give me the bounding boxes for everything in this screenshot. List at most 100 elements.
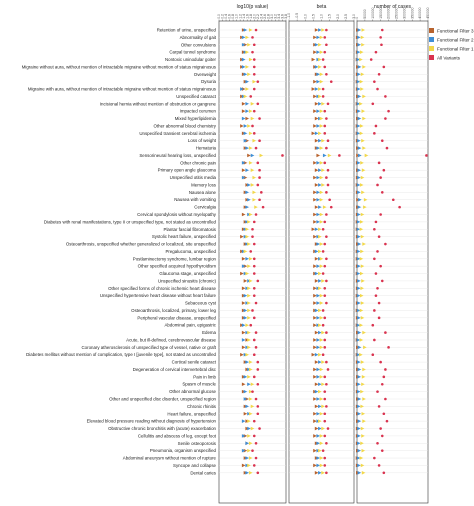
point-all-variants [323,264,327,268]
point-all-variants [251,235,254,238]
point-all-variants [256,279,260,283]
point-all-variants [387,346,390,349]
tick-label: 50000 [363,9,367,19]
point-all-variants [260,191,263,194]
phenotype-label: Elevated blood pressure reading without … [87,419,217,424]
point-functional-filter-2 [241,57,246,62]
point-functional-filter-3 [313,109,317,113]
point-functional-filter-1 [318,42,322,47]
point-functional-filter-2 [314,271,319,276]
point-functional-filter-2 [243,293,248,298]
point-all-variants [325,331,328,334]
point-functional-filter-2 [250,153,255,158]
point-functional-filter-1 [362,367,366,372]
point-functional-filter-3 [311,131,316,136]
point-functional-filter-1 [319,441,324,446]
tick-label: 100000 [371,7,375,18]
point-all-variants [252,316,256,320]
point-all-variants [374,272,378,275]
point-functional-filter-1 [319,116,324,121]
phenotype-label: Cervical spondylosis without myelopathy [137,212,217,217]
point-functional-filter-1 [359,79,364,84]
point-functional-filter-1 [360,463,365,468]
point-functional-filter-2 [356,271,361,276]
point-functional-filter-2 [318,404,322,409]
point-all-variants [380,191,384,194]
point-all-variants [325,117,328,120]
point-functional-filter-3 [313,94,317,99]
point-functional-filter-3 [241,102,246,106]
point-functional-filter-2 [241,448,246,453]
point-all-variants [323,161,327,165]
point-functional-filter-1 [248,57,253,62]
point-all-variants [252,109,256,113]
point-all-variants [252,419,256,423]
point-functional-filter-2 [356,249,361,254]
point-functional-filter-2 [318,279,322,283]
point-functional-filter-3 [313,220,317,224]
point-functional-filter-2 [316,456,321,460]
point-functional-filter-1 [247,419,251,423]
point-functional-filter-3 [313,345,317,350]
point-functional-filter-2 [356,131,361,136]
tick-label: 1.0 [235,14,239,19]
point-functional-filter-2 [247,183,251,187]
phenotype-label: Unspecified sinusitis (chronic) [158,278,217,283]
point-functional-filter-1 [318,65,322,69]
tick-label: 1.8 [249,14,253,19]
point-functional-filter-1 [319,338,324,342]
point-functional-filter-3 [240,124,244,128]
tick-label: 3.2 [274,14,278,19]
point-all-variants [379,360,382,364]
point-all-variants [323,287,327,290]
point-functional-filter-2 [243,397,248,401]
point-all-variants [254,28,258,32]
point-functional-filter-2 [314,352,319,357]
point-functional-filter-2 [314,42,319,47]
point-functional-filter-1 [359,50,364,54]
point-functional-filter-1 [247,338,251,342]
point-all-variants [326,368,330,371]
point-all-variants [321,309,325,312]
point-functional-filter-1 [321,102,325,106]
point-functional-filter-2 [357,382,361,387]
point-all-variants [380,139,384,142]
point-functional-filter-2 [357,234,361,239]
point-all-variants [252,375,256,379]
point-all-variants [251,124,254,128]
point-all-variants [323,294,327,297]
point-all-variants [249,323,253,327]
point-functional-filter-3 [314,330,319,335]
point-functional-filter-1 [250,404,255,409]
phenotype-label: Syncope and collapse [173,463,217,468]
phenotype-label: Degeneration of cervical intervertebral … [133,367,217,372]
point-all-variants [325,213,328,216]
point-all-variants [323,124,327,128]
point-functional-filter-2 [245,168,250,173]
phenotype-label: Acute, but ill-defined, cerebrovascular … [126,337,216,342]
point-all-variants [323,50,327,54]
phenotype-label: Pneumonia, organism unspecified [150,448,217,453]
point-functional-filter-1 [359,456,364,460]
point-functional-filter-1 [318,323,322,327]
point-functional-filter-1 [319,434,324,438]
point-all-variants [323,419,327,423]
point-all-variants [258,168,261,172]
point-all-variants [425,154,428,157]
point-functional-filter-2 [357,264,361,268]
phenotype-label: Migraine with aura, without mention of i… [28,87,217,92]
tick-label: 1.5 [328,14,332,19]
point-functional-filter-1 [318,419,322,423]
point-functional-filter-1 [361,434,365,438]
point-functional-filter-3 [241,109,246,113]
phenotype-label: Pregalucoma, unspecified [165,249,216,254]
phenotype-label: Retention of urine, unspecified [157,28,217,33]
point-functional-filter-3 [313,434,317,438]
point-functional-filter-2 [357,109,361,113]
point-functional-filter-2 [316,434,321,438]
legend-swatch [429,37,434,42]
point-functional-filter-2 [316,463,321,468]
point-functional-filter-2 [357,434,361,438]
point-functional-filter-1 [252,190,257,195]
point-functional-filter-2 [245,109,250,113]
